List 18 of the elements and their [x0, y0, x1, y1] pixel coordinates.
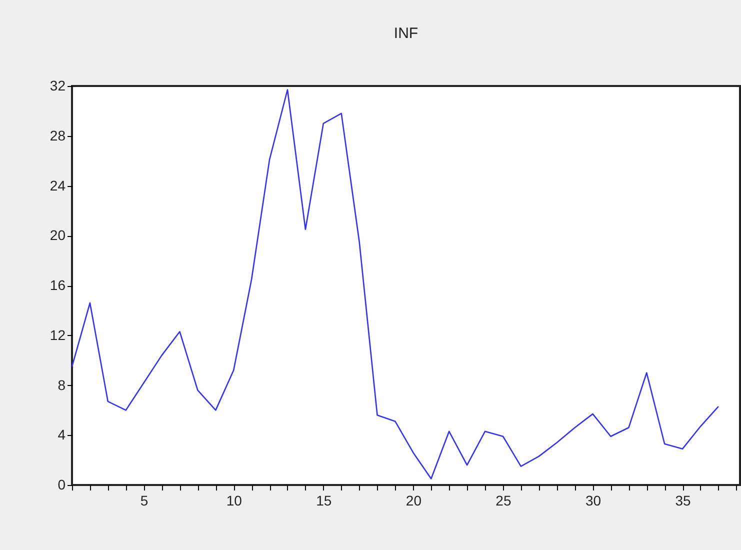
chart-title: INF [394, 25, 418, 42]
y-tick-label: 12 [50, 326, 66, 343]
x-tick-label: 25 [496, 492, 512, 508]
y-tick-label: 24 [50, 177, 66, 194]
y-tick-label: 4 [58, 426, 66, 443]
x-tick-label: 30 [585, 492, 602, 508]
y-tick-label: 16 [50, 277, 66, 293]
x-tick-label: 15 [316, 492, 332, 508]
x-tick-label: 35 [675, 492, 692, 508]
line-series [71, 89, 720, 480]
y-tick-label: 0 [58, 476, 66, 492]
x-tick-label: 10 [226, 492, 242, 508]
y-tick-label: 20 [50, 227, 66, 244]
y-tick-label: 32 [50, 78, 66, 94]
x-tick-label: 5 [140, 492, 148, 508]
y-tick-label: 8 [58, 376, 66, 393]
y-tick-label: 28 [50, 127, 66, 144]
x-tick-label: 20 [406, 492, 422, 508]
